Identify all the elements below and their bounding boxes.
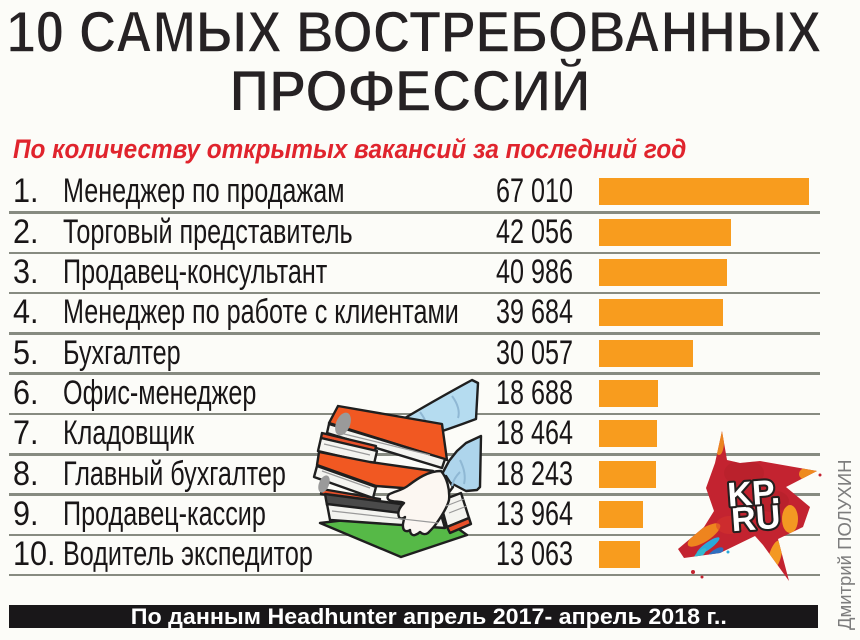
svg-text:RU: RU: [730, 498, 782, 539]
svg-text:KP.: KP.: [726, 473, 781, 515]
